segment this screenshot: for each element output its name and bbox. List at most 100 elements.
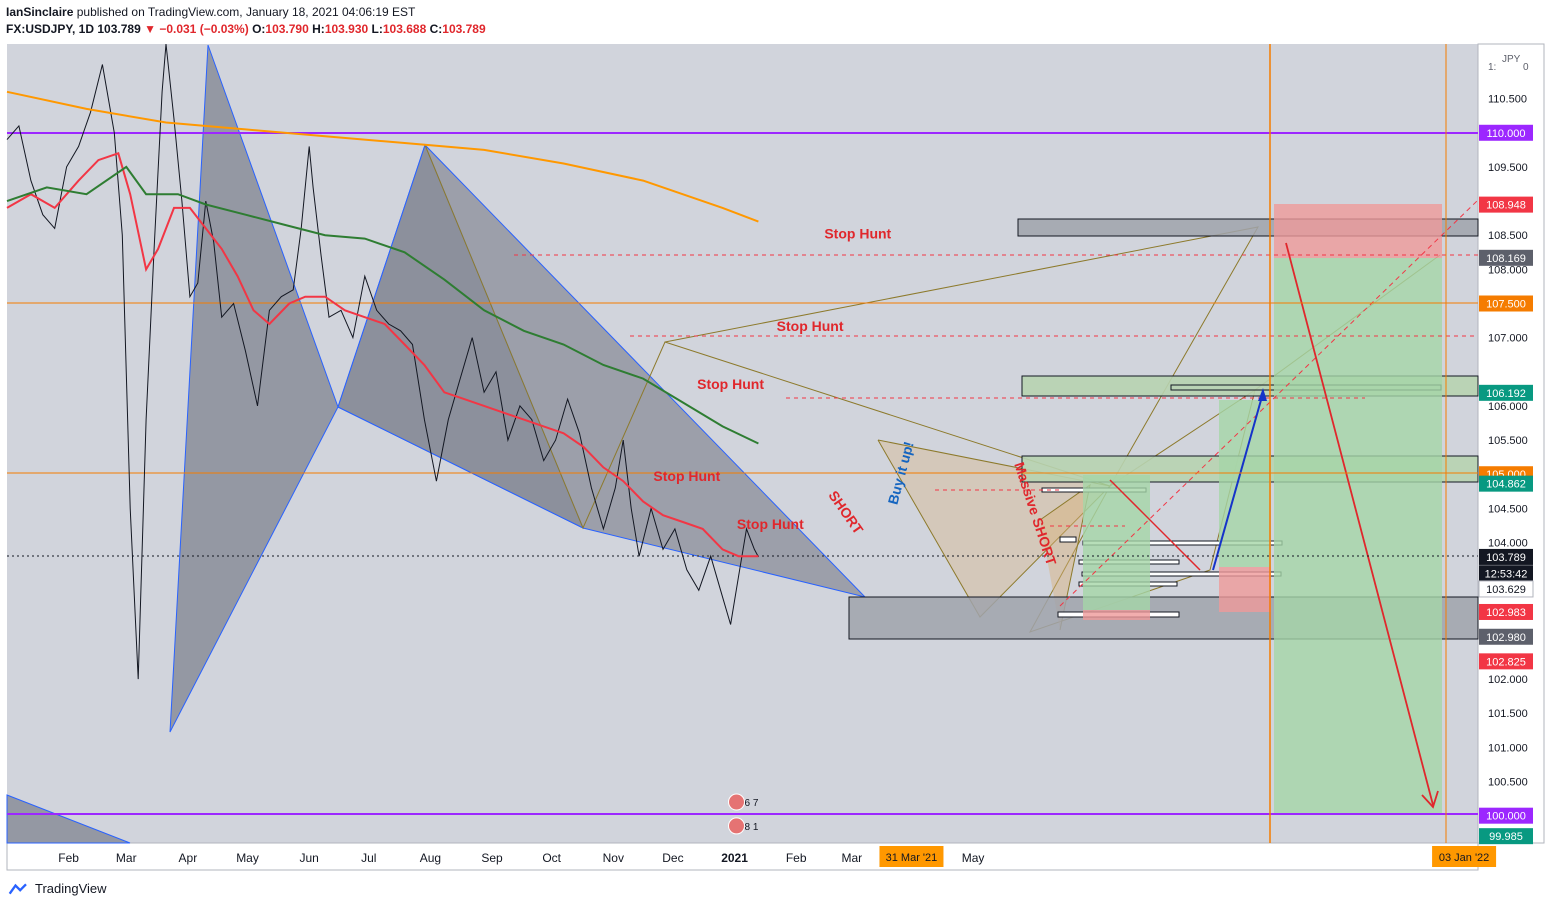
buy-arrow[interactable] — [1212, 392, 1264, 571]
y-tick-label: 108.500 — [1488, 230, 1528, 242]
stop-hunt-lines[interactable] — [514, 199, 1479, 607]
annotation-label[interactable]: Stop Hunt — [697, 376, 764, 392]
x-tick-label: Jun — [299, 851, 318, 865]
y-tick-label: 106.000 — [1488, 401, 1528, 413]
series-line-1[interactable] — [6, 152, 759, 558]
massive-short-arrow-head — [1421, 790, 1439, 809]
y-tick-label: 101.500 — [1488, 708, 1528, 720]
position-profit[interactable] — [1274, 258, 1442, 814]
price-badge[interactable] — [1479, 249, 1533, 266]
event-flag-icon[interactable] — [728, 793, 745, 811]
pattern-outline[interactable] — [664, 226, 1259, 633]
symbol-label[interactable]: FX:USDJPY, 1D — [6, 22, 95, 36]
x-tick-label: Sep — [481, 851, 503, 865]
x-tick-label: Mar — [841, 851, 862, 865]
horizontal-levels[interactable] — [7, 132, 1478, 815]
y-tick-label: 109.500 — [1488, 162, 1528, 174]
price-badge-label: 108.169 — [1486, 253, 1526, 265]
y-tick-label: 107.000 — [1488, 333, 1528, 345]
x-tick-label: 2021 — [721, 851, 748, 865]
position-boxes[interactable] — [1083, 204, 1442, 814]
annotation-label[interactable]: Stop Hunt — [653, 468, 720, 484]
massive-short-arrow[interactable] — [1285, 242, 1434, 806]
x-tick-label: Oct — [542, 851, 561, 865]
pattern-outline[interactable] — [877, 439, 1112, 618]
buy-arrow-head — [1258, 388, 1267, 401]
annotation-label[interactable]: Stop Hunt — [777, 318, 844, 334]
price-badge[interactable] — [1479, 475, 1533, 492]
price-badge-label: 103.629 — [1486, 584, 1526, 596]
y-tick-label: 102.000 — [1488, 674, 1528, 686]
price-badge[interactable] — [1479, 565, 1533, 582]
price-badge[interactable] — [1479, 384, 1533, 401]
footer-brand[interactable]: TradingView — [35, 881, 107, 896]
x-tick-label: Mar — [116, 851, 137, 865]
high-label: H: — [312, 22, 325, 36]
x-tick-label: Feb — [58, 851, 79, 865]
footer: TradingView — [8, 881, 107, 896]
arrows[interactable] — [1109, 242, 1439, 809]
open-label: O: — [252, 22, 266, 36]
series-line-2[interactable] — [6, 165, 759, 445]
ohlc-legend: FX:USDJPY, 1D 103.789 ▼ −0.031 (−0.03%) … — [6, 22, 486, 36]
x-tick-label: May — [236, 851, 259, 865]
series-layer — [6, 43, 759, 680]
annotation-label[interactable]: Stop Hunt — [824, 226, 891, 242]
price-change: ▼ −0.031 (−0.03%) — [144, 22, 249, 36]
y-axis[interactable]: 110.500 109.500 108.500 108.000 107.000 106.0… — [1488, 94, 1528, 789]
zone-box[interactable] — [1059, 536, 1077, 543]
short-arrow[interactable] — [1109, 479, 1201, 571]
price-badge-label: 12:53:42 — [1485, 568, 1528, 580]
author-name[interactable]: IanSinclaire — [6, 5, 74, 19]
publish-info: IanSinclaire published on TradingView.co… — [6, 5, 415, 19]
position-stop[interactable] — [1274, 204, 1442, 258]
time-scale[interactable] — [6, 842, 1479, 871]
y-tick-label: 104.500 — [1488, 503, 1528, 515]
currency-fragment: 1: — [1488, 62, 1496, 73]
price-badge-label: 102.825 — [1486, 656, 1526, 668]
tradingview-logo-icon — [8, 883, 27, 894]
dashed-trend[interactable] — [1059, 199, 1479, 607]
price-badge[interactable] — [1479, 603, 1533, 620]
currency-label: JPY — [1502, 54, 1521, 65]
price-badge-label: 106.192 — [1486, 388, 1526, 400]
price-badge-label: 103.789 — [1486, 552, 1526, 564]
price-badge-label: 102.983 — [1486, 607, 1526, 619]
annotation-label[interactable]: Stop Hunt — [737, 516, 804, 532]
position-profit[interactable] — [1083, 475, 1150, 610]
price-badge[interactable] — [1479, 196, 1533, 213]
event-flag-icon[interactable] — [728, 817, 745, 835]
price-badge[interactable] — [1479, 828, 1533, 845]
price-badge[interactable] — [1479, 124, 1533, 141]
x-tick-label: May — [962, 851, 985, 865]
y-tick-label: 101.000 — [1488, 742, 1528, 754]
price-badge[interactable] — [1479, 628, 1533, 645]
price-badge[interactable] — [1479, 653, 1533, 670]
price-scale[interactable] — [1477, 43, 1545, 844]
price-badge[interactable] — [1479, 295, 1533, 312]
published-text: published on TradingView.com, January 18… — [76, 5, 416, 19]
last-price: 103.789 — [97, 22, 141, 36]
position-stop[interactable] — [1219, 567, 1271, 612]
x-highlight-box — [1432, 846, 1497, 867]
event-count: 6 7 — [745, 798, 759, 809]
position-profit[interactable] — [1219, 400, 1271, 567]
position-stop[interactable] — [1083, 610, 1150, 620]
x-tick-label: Apr — [179, 851, 198, 865]
price-badge[interactable] — [1478, 580, 1534, 598]
x-tick-label: Aug — [420, 851, 441, 865]
y-tick-label: 105.500 — [1488, 435, 1528, 447]
currency-fragment: 0 — [1523, 62, 1529, 73]
x-tick-label: Feb — [786, 851, 807, 865]
price-badge[interactable] — [1479, 548, 1533, 565]
series-line-0[interactable] — [6, 43, 759, 680]
x-axis[interactable]: Feb Mar Apr May Jun Jul Aug Sep Oct Nov Dec 2021 Feb… — [58, 846, 1497, 867]
series-line-3[interactable] — [6, 90, 759, 223]
y-tick-label: 108.000 — [1488, 264, 1528, 276]
price-badges[interactable]: 110.000108.948108.169107.500106.192105.0… — [1478, 124, 1534, 845]
pattern-triangle[interactable] — [6, 794, 131, 844]
vertical-markers[interactable] — [1269, 44, 1447, 843]
y-tick-label: 104.000 — [1488, 538, 1528, 550]
price-badge[interactable] — [1479, 807, 1533, 824]
